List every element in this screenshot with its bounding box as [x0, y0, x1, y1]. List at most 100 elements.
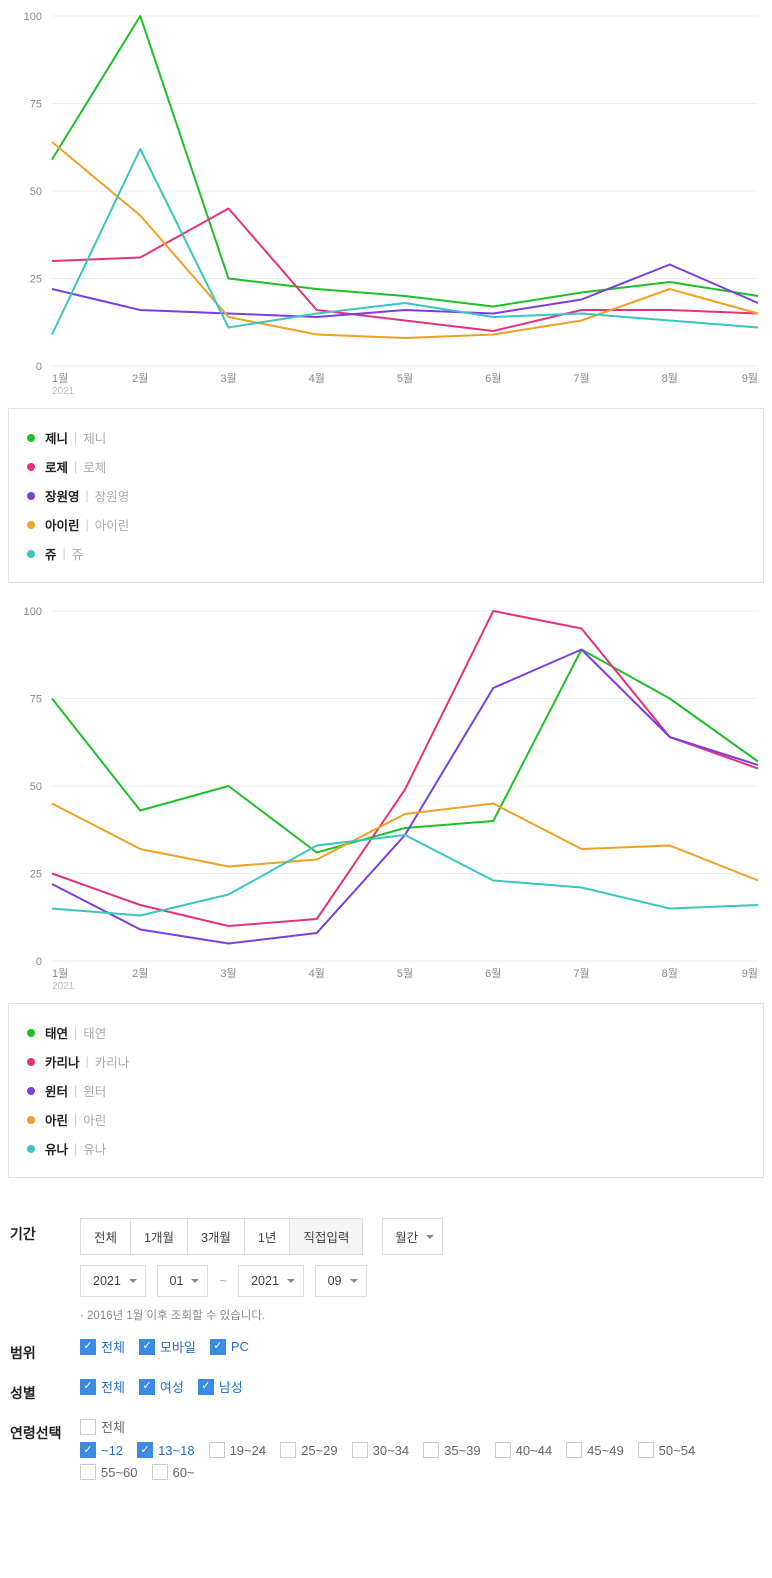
- age-checkbox[interactable]: ✓19~24: [209, 1442, 267, 1458]
- legend-separator: |: [74, 1142, 77, 1156]
- legend-item[interactable]: 로제|로제: [27, 452, 745, 481]
- chevron-down-icon: [129, 1279, 137, 1283]
- checkbox-icon: ✓: [80, 1379, 96, 1395]
- age-checkbox[interactable]: ✓ 55~60: [80, 1464, 138, 1480]
- checkbox-label: 남성: [219, 1377, 243, 1396]
- range-tilde: ~: [220, 1274, 227, 1288]
- legend-item[interactable]: 유나|유나: [27, 1134, 745, 1163]
- scope-checkbox[interactable]: ✓ 모바일: [139, 1337, 196, 1356]
- legend-name: 제니: [45, 428, 68, 447]
- legend-dot-icon: [27, 492, 35, 500]
- age-all-checkbox[interactable]: ✓전체: [80, 1417, 125, 1436]
- svg-text:4월: 4월: [309, 967, 325, 980]
- age-checkbox[interactable]: ✓ 45~49: [566, 1442, 624, 1458]
- legend-item[interactable]: 제니|제니: [27, 423, 745, 452]
- scope-checkbox[interactable]: ✓ 전체: [80, 1337, 125, 1356]
- period-button[interactable]: 3개월: [187, 1218, 245, 1255]
- checkbox-label: 전체: [101, 1337, 125, 1356]
- svg-text:2021: 2021: [52, 386, 75, 397]
- svg-text:4월: 4월: [309, 372, 325, 385]
- checkbox-label: 30~34: [373, 1443, 410, 1458]
- period-button[interactable]: 1년: [244, 1218, 290, 1255]
- scope-row: 범위 ✓ 전체 ✓ 모바일 ✓PC: [10, 1337, 762, 1363]
- age-checkbox[interactable]: ✓ 13~18: [137, 1442, 195, 1458]
- check-icon: ✓: [142, 1341, 151, 1352]
- legend-item[interactable]: 아이린|아이린: [27, 510, 745, 539]
- legend-item[interactable]: 윈터|윈터: [27, 1076, 745, 1105]
- period-hint: · 2016년 1월 이후 조회할 수 있습니다.: [80, 1307, 762, 1323]
- checkbox-icon: ✓: [80, 1464, 96, 1480]
- legend-item[interactable]: 장원영|장원영: [27, 481, 745, 510]
- checkbox-label: 45~49: [587, 1443, 624, 1458]
- svg-text:2월: 2월: [132, 372, 148, 385]
- age-row: 연령선택 ✓전체 ✓~12✓13~18✓19~24✓25~29✓30~34✓35…: [10, 1417, 762, 1486]
- checkbox-label: 19~24: [230, 1443, 267, 1458]
- checkbox-label: 35~39: [444, 1443, 481, 1458]
- legend-dot-icon: [27, 1087, 35, 1095]
- check-icon: ✓: [140, 1445, 149, 1456]
- age-checkbox[interactable]: ✓50~54: [638, 1442, 696, 1458]
- legend-dot-icon: [27, 434, 35, 442]
- legend-item[interactable]: 카리나|카리나: [27, 1047, 745, 1076]
- legend-item[interactable]: 태연|태연: [27, 1018, 745, 1047]
- from-year-value: 2021: [93, 1274, 121, 1288]
- legend-separator: |: [86, 489, 89, 503]
- svg-text:2월: 2월: [132, 967, 148, 980]
- chevron-down-icon: [426, 1235, 434, 1239]
- period-button[interactable]: 직접입력: [289, 1218, 363, 1255]
- legend-separator: |: [86, 518, 89, 532]
- chart-1-legend: 제니|제니로제|로제장원영|장원영아이린|아이린쥬|쥬: [8, 408, 764, 583]
- checkbox-icon: ✓: [566, 1442, 582, 1458]
- checkbox-icon: ✓: [139, 1379, 155, 1395]
- period-button[interactable]: 전체: [80, 1218, 131, 1255]
- chevron-down-icon: [350, 1279, 358, 1283]
- gender-checkbox[interactable]: ✓여성: [139, 1377, 184, 1396]
- legend-dot-icon: [27, 1058, 35, 1066]
- legend-sub: 제니: [83, 428, 106, 447]
- svg-text:9월: 9월: [742, 967, 758, 980]
- svg-text:7월: 7월: [573, 372, 589, 385]
- svg-text:7월: 7월: [573, 967, 589, 980]
- scope-checkbox[interactable]: ✓PC: [210, 1339, 249, 1355]
- granularity-select[interactable]: 월간: [382, 1218, 443, 1255]
- gender-checkbox[interactable]: ✓남성: [198, 1377, 243, 1396]
- gender-checkbox[interactable]: ✓전체: [80, 1377, 125, 1396]
- age-checkbox[interactable]: ✓40~44: [495, 1442, 553, 1458]
- svg-text:75: 75: [30, 694, 42, 706]
- svg-text:50: 50: [30, 186, 42, 198]
- legend-item[interactable]: 쥬|쥬: [27, 539, 745, 568]
- legend-item[interactable]: 아린|아린: [27, 1105, 745, 1134]
- from-year-select[interactable]: 2021: [80, 1265, 146, 1297]
- scope-label: 범위: [10, 1337, 80, 1363]
- period-row: 기간 전체1개월3개월1년직접입력 월간 2021 01 ~: [10, 1218, 762, 1323]
- chevron-down-icon: [191, 1279, 199, 1283]
- age-checkbox[interactable]: ✓~12: [80, 1442, 123, 1458]
- chart-1-svg: 02550751001월20212월3월4월5월6월7월8월9월: [8, 8, 764, 398]
- legend-dot-icon: [27, 521, 35, 529]
- legend-dot-icon: [27, 1029, 35, 1037]
- svg-text:100: 100: [24, 606, 42, 618]
- chart-2-legend: 태연|태연카리나|카리나윈터|윈터아린|아린유나|유나: [8, 1003, 764, 1178]
- to-month-select[interactable]: 09: [315, 1265, 367, 1297]
- legend-sub: 로제: [83, 457, 106, 476]
- checkbox-label: 55~60: [101, 1465, 138, 1480]
- legend-separator: |: [63, 547, 66, 561]
- period-button[interactable]: 1개월: [130, 1218, 188, 1255]
- from-month-select[interactable]: 01: [157, 1265, 209, 1297]
- checkbox-label: 60~: [173, 1465, 195, 1480]
- checkbox-label: 13~18: [158, 1443, 195, 1458]
- svg-text:6월: 6월: [485, 372, 501, 385]
- checkbox-label: 모바일: [160, 1337, 196, 1356]
- legend-dot-icon: [27, 463, 35, 471]
- chart-2: 02550751001월20212월3월4월5월6월7월8월9월: [8, 603, 764, 993]
- age-checkbox[interactable]: ✓25~29: [280, 1442, 338, 1458]
- age-checkbox[interactable]: ✓ 35~39: [423, 1442, 481, 1458]
- age-checkbox[interactable]: ✓30~34: [352, 1442, 410, 1458]
- legend-name: 유나: [45, 1139, 68, 1158]
- legend-name: 아린: [45, 1110, 68, 1129]
- checkbox-icon: ✓: [80, 1339, 96, 1355]
- checkbox-icon: ✓: [423, 1442, 439, 1458]
- age-checkbox[interactable]: ✓60~: [152, 1464, 195, 1480]
- legend-separator: |: [74, 1113, 77, 1127]
- to-year-select[interactable]: 2021: [238, 1265, 304, 1297]
